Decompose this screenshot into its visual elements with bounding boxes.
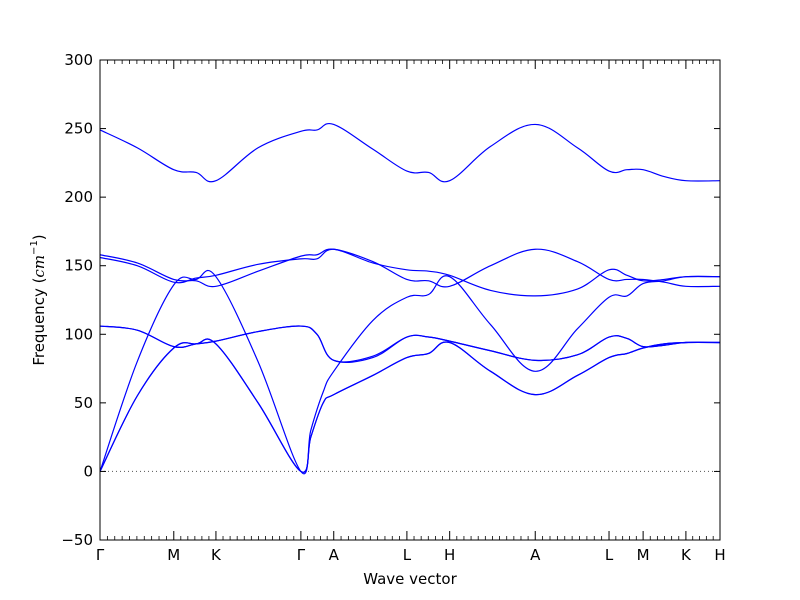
x-tick-label: H	[714, 546, 725, 564]
x-tick-label: L	[403, 546, 412, 564]
y-tick-label: 300	[64, 51, 93, 69]
band-line-3	[99, 248, 721, 297]
y-axis-label: Frequency (cm−1)	[29, 234, 48, 365]
band-line-4	[99, 270, 721, 475]
x-tick-label: H	[444, 546, 455, 564]
y-tick-label: −50	[61, 531, 93, 549]
x-tick-label: M	[167, 546, 180, 564]
y-axis-label-close: )	[30, 234, 48, 240]
x-tick-label: K	[681, 546, 692, 564]
y-axis-label-main: Frequency (	[30, 278, 48, 366]
band-line-2	[99, 248, 721, 288]
y-axis-label-unit: cm	[30, 255, 48, 278]
y-tick-layer: −50 0 50 100 150 200 250 300	[61, 51, 720, 549]
minor-tick-layer	[106, 60, 714, 540]
x-tick-label: A	[530, 546, 541, 564]
y-tick-label: 50	[74, 394, 93, 412]
plot-frame	[99, 59, 721, 541]
band-line-1	[99, 123, 721, 183]
series-layer	[99, 123, 721, 475]
y-tick-label: 250	[64, 120, 93, 138]
x-tick-label: A	[329, 546, 340, 564]
band-line-6	[99, 325, 721, 363]
y-tick-label: 0	[83, 462, 93, 480]
x-tick-label: M	[637, 546, 650, 564]
y-axis-label-exponent: −1	[29, 240, 40, 255]
y-tick-label: 200	[64, 188, 93, 206]
band-line-8	[99, 338, 721, 473]
x-tick-label: Γ	[96, 546, 105, 564]
x-tick-label: Γ	[297, 546, 306, 564]
y-tick-label: 100	[64, 325, 93, 343]
x-tick-label: K	[211, 546, 222, 564]
y-tick-label: 150	[64, 257, 93, 275]
x-tick-label: L	[605, 546, 614, 564]
x-axis-label: Wave vector	[363, 570, 457, 588]
